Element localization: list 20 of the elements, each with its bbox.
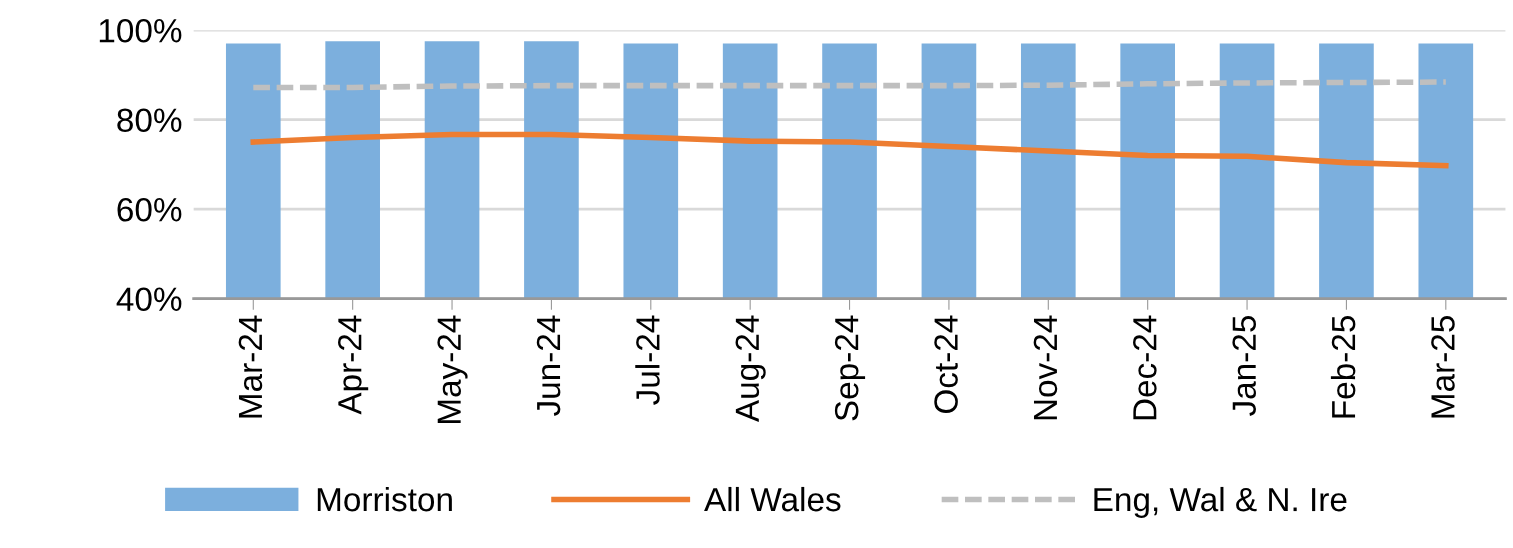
x-tick-label: Mar-25 (1431, 316, 1455, 418)
x-tick-label: Feb-25 (1330, 316, 1356, 418)
x-tick-label: Nov-24 (1033, 315, 1058, 420)
x-tick-label: Apr-24 (338, 315, 369, 415)
x-tick-label: Dec-24 (1133, 315, 1157, 420)
x-tick-label: Mar-24 (238, 315, 263, 418)
x-tick-label: Jul-24 (635, 315, 660, 405)
y-tick-label: 60% (117, 197, 182, 222)
y-tick-label: 40% (116, 287, 182, 312)
x-tick-label: May-24 (437, 315, 468, 424)
y-tick-label: 80% (117, 108, 182, 133)
legend-label: All Wales (704, 486, 841, 512)
x-tick-label: Jan-25 (1232, 316, 1256, 417)
x-tick-label: Sep-24 (834, 315, 866, 421)
legend-label: Eng, Wal & N. Ire (1094, 486, 1347, 518)
x-tick-label: Jun-24 (536, 315, 561, 417)
x-tick-label: Oct-24 (934, 315, 958, 414)
legend-label: Morriston (317, 486, 452, 512)
x-tick-label: Aug-24 (735, 315, 766, 423)
y-tick-label: 100% (99, 18, 182, 43)
